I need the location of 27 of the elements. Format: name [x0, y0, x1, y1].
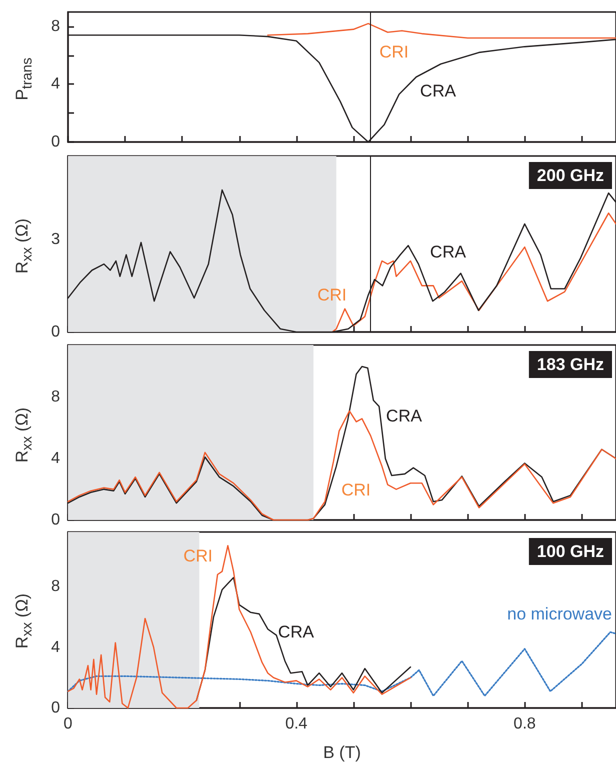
y-tick-label: 8: [51, 388, 60, 406]
y-tick-label: 4: [51, 450, 60, 468]
x-tick-label: 0.8: [514, 716, 536, 732]
series-label: CRI: [341, 480, 371, 500]
y-tick-label: 0: [51, 700, 60, 716]
y-tick-label: 8: [51, 18, 60, 35]
annotation: 200 GHz: [536, 166, 604, 185]
series-label: no microwave: [507, 604, 612, 624]
y-tick-label: 0: [51, 134, 60, 150]
y-tick-label: 3: [51, 230, 60, 248]
x-tick-label: 0: [64, 716, 73, 732]
series-label: CRA: [386, 406, 423, 426]
series-label: CRI: [317, 286, 347, 304]
annotation: 100 GHz: [536, 542, 604, 561]
y-tick-label: 4: [51, 638, 60, 656]
series-label: CRI: [183, 546, 213, 566]
annotation: 183 GHz: [536, 355, 604, 374]
series-label: CRA: [420, 82, 457, 100]
x-axis-title: B (T): [323, 743, 361, 762]
series-label: CRA: [278, 622, 315, 642]
x-tick-label: 0.4: [285, 716, 308, 732]
series-label: CRI: [379, 42, 409, 62]
y-tick-label: 4: [51, 76, 60, 93]
y-tick-label: 0: [51, 512, 60, 528]
y-tick-label: 8: [51, 578, 60, 596]
series-label: CRA: [430, 242, 467, 262]
y-tick-label: 0: [51, 324, 60, 340]
